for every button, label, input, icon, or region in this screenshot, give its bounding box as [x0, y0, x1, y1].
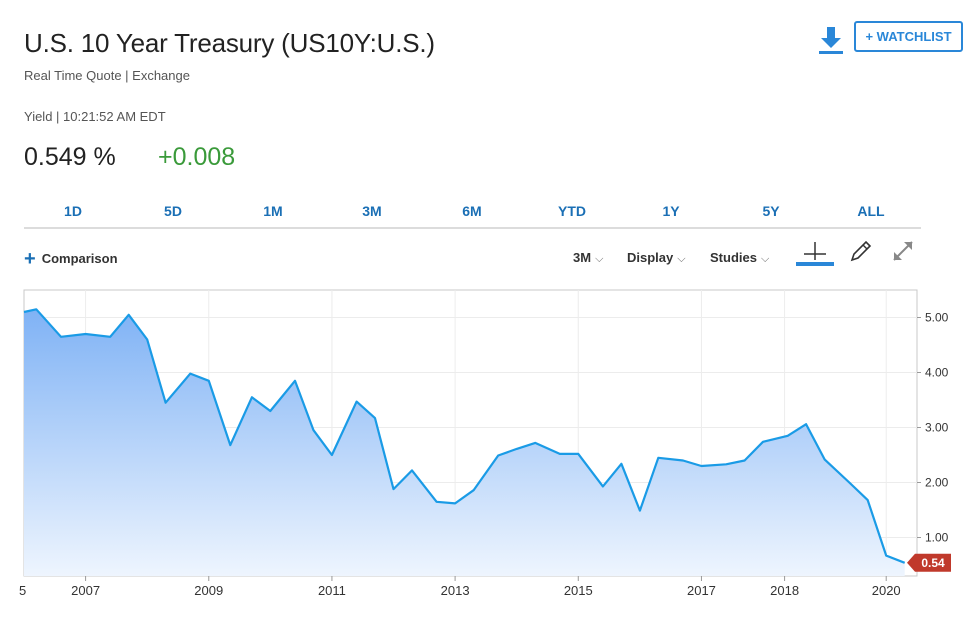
add-to-watchlist-button[interactable]: + WATCHLIST: [854, 21, 963, 52]
yield-timestamp: Yield | 10:21:52 AM EDT: [24, 109, 166, 124]
studies-label: Studies: [710, 250, 757, 265]
quote-source: Real Time Quote | Exchange: [24, 68, 190, 83]
y-tick-label: 4.00: [925, 366, 949, 380]
chevron-down-icon: ⌵: [677, 253, 686, 265]
range-tab-all[interactable]: ALL: [857, 203, 885, 219]
y-tick-label: 1.00: [925, 531, 949, 545]
y-tick-label: 5.00: [925, 311, 949, 325]
x-tick-label: 2007: [71, 583, 100, 598]
crosshair-icon[interactable]: [796, 240, 834, 266]
x-tick-label: 2017: [687, 583, 716, 598]
interval-label: 3M: [573, 250, 592, 265]
comparison-label: Comparison: [41, 251, 118, 266]
draw-pencil-icon[interactable]: [848, 238, 874, 264]
x-tick-label: 2018: [770, 583, 799, 598]
range-tab-1y[interactable]: 1Y: [662, 203, 680, 219]
expand-icon[interactable]: [890, 238, 916, 264]
yield-chart[interactable]: 5.00 4.00 3.00 2.00 1.00 2007 2009 2011 2013 2015…: [0, 288, 980, 614]
range-tab-3m[interactable]: 3M: [362, 203, 382, 219]
yield-chart-svg: 5.00 4.00 3.00 2.00 1.00 2007 2009 2011 2013 2015…: [19, 289, 951, 598]
chevron-down-icon: ⌵: [760, 253, 770, 265]
x-tick-label: 2009: [194, 583, 223, 598]
yield-change: +0.008: [158, 143, 236, 171]
yield-area: [24, 309, 905, 576]
comparison-button[interactable]: + Comparison: [24, 247, 118, 270]
last-value-label: 0.54: [921, 556, 945, 570]
range-tab-5y[interactable]: 5Y: [762, 203, 780, 219]
page-title: U.S. 10 Year Treasury (US10Y:U.S.): [24, 28, 435, 58]
time-range-tabs: 1D 5D 1M 3M 6M YTD 1Y 5Y ALL: [24, 199, 921, 229]
plus-icon: +: [24, 247, 36, 270]
range-tab-1m[interactable]: 1M: [263, 203, 283, 219]
yield-price: 0.549 %: [24, 143, 116, 171]
range-tab-ytd[interactable]: YTD: [558, 203, 586, 219]
x-tick-label: 2015: [564, 583, 593, 598]
range-tab-6m[interactable]: 6M: [462, 203, 482, 219]
y-tick-label: 3.00: [925, 421, 949, 435]
chevron-down-icon: ⌵: [595, 253, 604, 265]
download-icon[interactable]: [815, 24, 847, 56]
x-tick-label: 2013: [441, 583, 470, 598]
studies-menu[interactable]: Studies ⌵: [710, 250, 769, 266]
y-tick-label: 2.00: [925, 476, 949, 490]
range-tab-1d[interactable]: 1D: [64, 203, 82, 219]
x-tick-label-edge: 5: [19, 583, 26, 598]
range-tab-5d[interactable]: 5D: [164, 203, 182, 219]
display-label: Display: [627, 250, 674, 265]
x-tick-label: 2020: [872, 583, 901, 598]
last-value-tag: [907, 553, 951, 572]
x-tick-label: 2011: [318, 583, 346, 598]
display-menu[interactable]: Display ⌵: [627, 250, 686, 266]
yield-line: [23, 308, 906, 564]
interval-select[interactable]: 3M ⌵: [573, 250, 603, 266]
